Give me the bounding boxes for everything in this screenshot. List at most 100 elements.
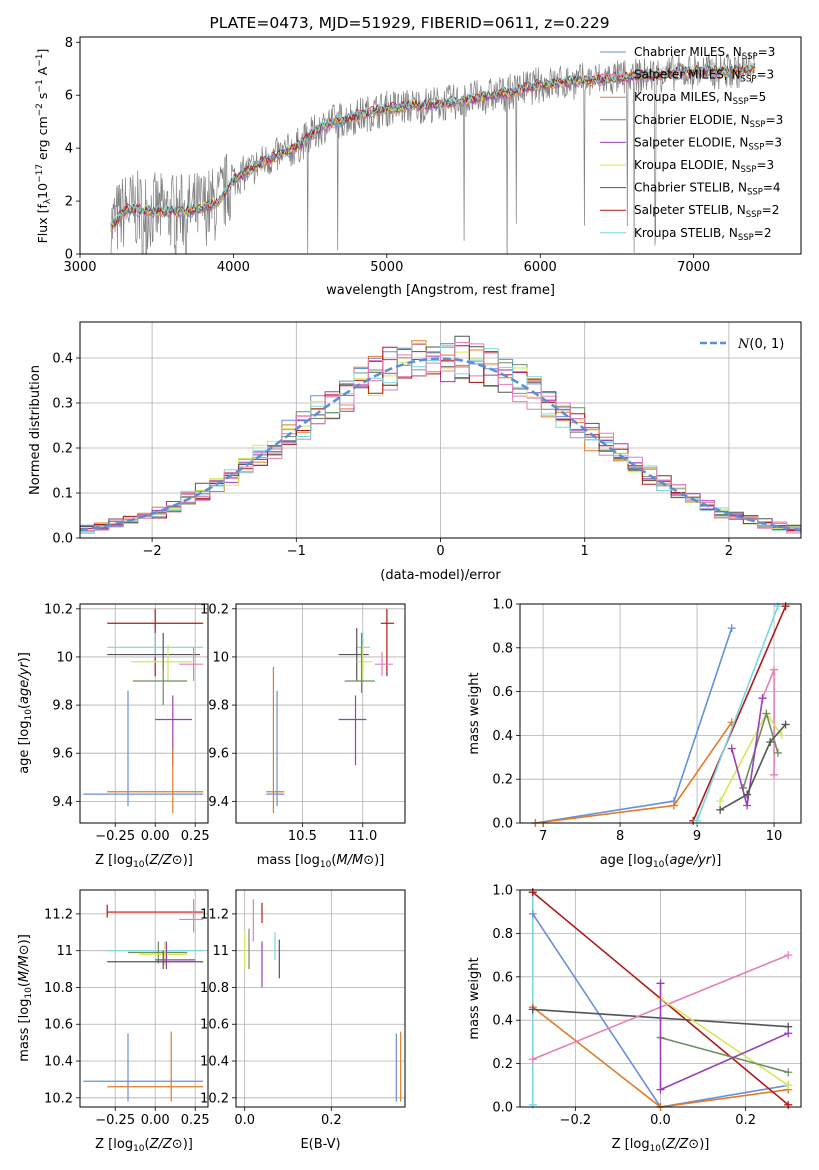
- weight-point-marker: [784, 951, 793, 960]
- weight-point-marker: [528, 1100, 537, 1109]
- y-tick-label: 9.4: [208, 795, 229, 810]
- y-tick-label: 11.2: [44, 907, 73, 922]
- y-tick-label: 8: [65, 36, 73, 51]
- weight-series-line: [730, 698, 764, 806]
- data-point: [179, 647, 204, 682]
- x-tick-label: 11.0: [348, 829, 377, 844]
- axes-frame: [79, 321, 802, 539]
- y-tick-label: 0.4: [492, 729, 513, 744]
- data-point: [107, 1031, 204, 1102]
- weight-point-marker: [770, 770, 779, 779]
- axes-frame: [519, 889, 802, 1108]
- y-tick-label: 1.0: [492, 884, 513, 899]
- y-tick-label: 10.2: [44, 602, 73, 617]
- legend-entry: Salpeter STELIB, NSSP=2: [634, 203, 779, 220]
- weight-series-line: [719, 723, 787, 811]
- x-tick-label: 5000: [370, 260, 403, 275]
- data-point: [344, 632, 375, 694]
- x-tick-label: 10.5: [288, 829, 317, 844]
- y-tick-label: 0.2: [52, 442, 73, 457]
- data-point: [266, 690, 285, 807]
- data-point: [107, 748, 204, 814]
- weight-series-line: [532, 913, 789, 1107]
- y-tick-label: 10.2: [200, 602, 229, 617]
- data-point: [106, 904, 204, 918]
- data-point: [374, 652, 393, 677]
- legend-entry: Salpeter ELODIE, NSSP=3: [634, 135, 782, 152]
- y-tick-label: 0.6: [492, 685, 513, 700]
- weight-point-marker: [669, 801, 678, 810]
- y-tick-label: 2: [65, 195, 73, 210]
- x-tick-label: 9: [693, 829, 701, 844]
- legend-entry: Chabrier MILES, NSSP=3: [634, 45, 775, 62]
- x-tick-label: −0.25: [95, 1113, 135, 1128]
- y-tick-label: 6: [65, 89, 73, 104]
- y-tick-label: 10.8: [44, 981, 73, 996]
- y-tick-label: 10: [212, 650, 229, 665]
- x-axis-label: mass [log10(M/M⊙)]: [257, 853, 385, 870]
- x-tick-label: 8: [616, 829, 624, 844]
- legend-entry: N(0, 1): [737, 337, 784, 352]
- x-axis-label: Z [log10(Z/Z⊙)]: [95, 853, 193, 870]
- weight-point-marker: [770, 665, 779, 674]
- y-tick-label: 0.1: [52, 487, 73, 502]
- x-tick-label: 0.0: [234, 1113, 255, 1128]
- y-tick-label: 4: [65, 142, 73, 157]
- weight-point-marker: [777, 731, 786, 740]
- y-tick-label: 9.6: [208, 747, 229, 762]
- y-tick-label: 11: [56, 944, 73, 959]
- x-tick-label: 3000: [63, 260, 96, 275]
- axes-frame: [519, 603, 802, 824]
- y-axis-label: mass weight: [467, 672, 482, 754]
- data-point: [338, 695, 367, 766]
- x-tick-label: 0.00: [141, 1113, 170, 1128]
- y-tick-label: 0.8: [492, 927, 513, 942]
- weight-point-marker: [528, 909, 537, 918]
- data-point: [107, 632, 200, 669]
- x-axis-label: (data-model)/error: [380, 568, 501, 583]
- legend-entry: Kroupa STELIB, NSSP=2: [634, 226, 772, 243]
- y-tick-label: 0: [65, 248, 73, 263]
- y-tick-label: 1.0: [492, 598, 513, 613]
- weight-series-line: [696, 605, 779, 822]
- normal-curve: [79, 357, 802, 532]
- x-tick-label: 0.25: [181, 829, 210, 844]
- weight-point-marker: [784, 1081, 793, 1090]
- x-tick-label: 0.2: [735, 1113, 756, 1128]
- y-tick-label: 9.8: [52, 699, 73, 714]
- weight-point-marker: [743, 801, 752, 810]
- x-tick-label: −1: [287, 544, 306, 559]
- spectrum-panel: 3000 4000 5000 6000 7000 0 2 4 6 8 Chabrier MILES,…: [35, 36, 802, 298]
- x-axis-label: Z [log10(Z/Z⊙)]: [612, 1137, 710, 1154]
- y-tick-label: 0.2: [492, 773, 513, 788]
- weight-point-marker: [528, 1005, 537, 1014]
- data-point: [356, 644, 373, 682]
- y-tick-label: 9.6: [52, 747, 73, 762]
- model-spectrum-line: [110, 64, 756, 227]
- y-tick-label: 10.4: [44, 1055, 73, 1070]
- weight-series-line: [535, 627, 733, 823]
- x-tick-label: 0.00: [141, 829, 170, 844]
- weight-point-marker: [743, 790, 752, 799]
- legend-entry: Kroupa MILES, NSSP=5: [634, 90, 766, 107]
- y-axis-label: mass [log10(M/M⊙)]: [17, 934, 34, 1062]
- x-tick-label: 7: [539, 829, 547, 844]
- data-point: [132, 656, 188, 706]
- model-spectrum-line: [110, 61, 756, 226]
- legend-entry: Salpeter MILES, NSSP=3: [634, 68, 774, 85]
- weight-point-marker: [784, 1068, 793, 1077]
- x-tick-label: 10: [766, 829, 783, 844]
- y-axis-label: age [log10(age/yr)]: [17, 652, 34, 774]
- weight-point-marker: [656, 979, 665, 988]
- y-tick-label: 0.2: [492, 1057, 513, 1072]
- x-axis-label: age [log10(age/yr)]: [600, 853, 722, 870]
- x-tick-label: 4000: [217, 260, 250, 275]
- axes-frame: [235, 603, 406, 824]
- y-tick-label: 0.6: [492, 970, 513, 985]
- legend-entry: Chabrier STELIB, NSSP=4: [634, 181, 781, 198]
- y-tick-label: 11.2: [200, 907, 229, 922]
- weight-vs-Z-panel: −0.2 0.0 0.2 0.0 0.2 0.4 0.6 0.8 1.0 Z [log10(Z/Z…: [467, 884, 802, 1154]
- weight-point-marker: [773, 748, 782, 757]
- y-tick-label: 11: [212, 944, 229, 959]
- age-vs-mass-panel: 10.5 11.0 9.4 9.6 9.8 10 10.2 mass [log10(M/M⊙)…: [200, 602, 406, 870]
